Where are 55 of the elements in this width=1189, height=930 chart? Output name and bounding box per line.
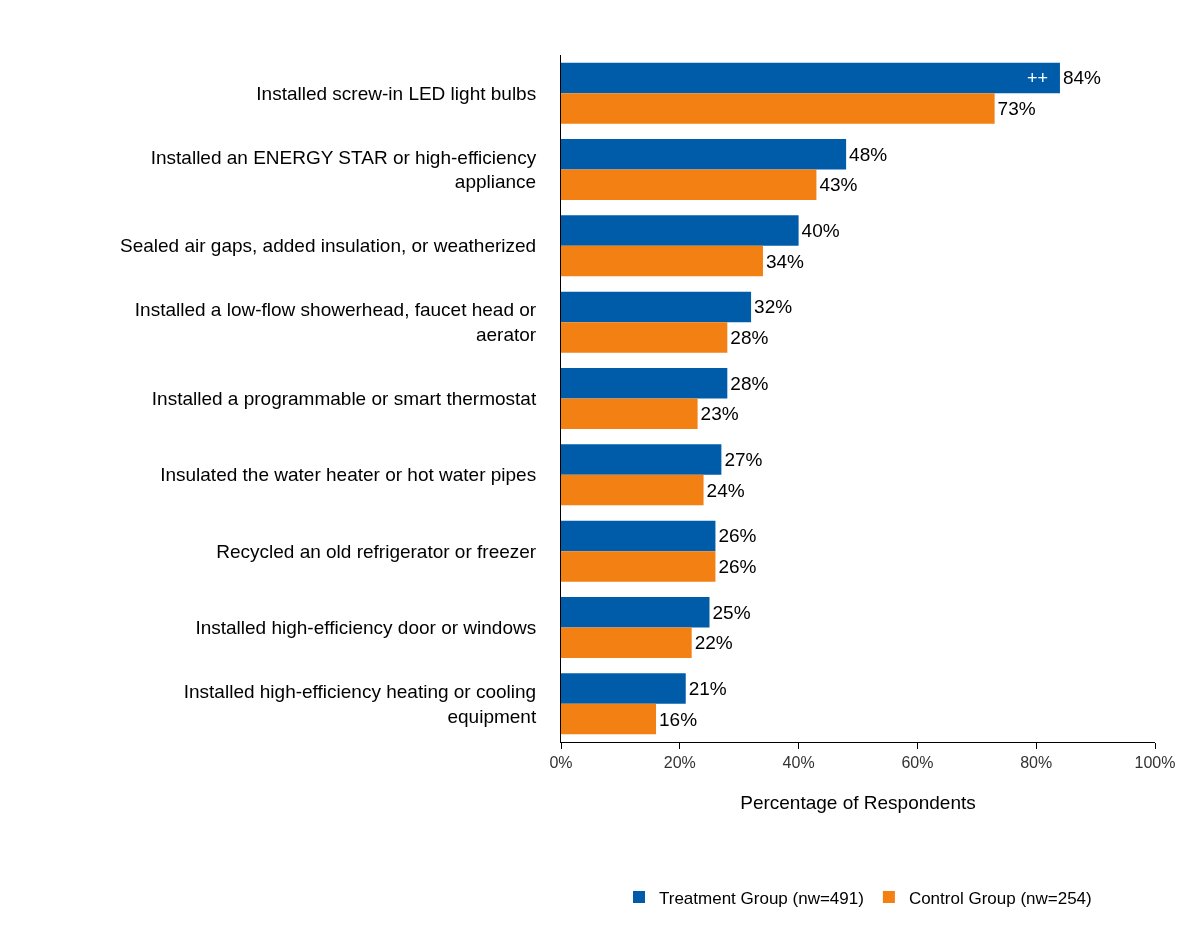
annotation: ++ bbox=[1027, 68, 1049, 88]
data-label: 28% bbox=[730, 372, 769, 394]
bar bbox=[561, 627, 692, 659]
y-tick-label: Installed an ENERGY STAR or high-efficiency appliance bbox=[150, 146, 537, 193]
data-label: 27% bbox=[724, 449, 763, 471]
x-tick-label: 40% bbox=[782, 754, 815, 772]
bar bbox=[561, 291, 752, 323]
bar bbox=[561, 138, 847, 170]
bar bbox=[561, 444, 722, 475]
bar bbox=[561, 551, 716, 582]
bar bbox=[561, 596, 710, 628]
bar bbox=[561, 169, 817, 201]
data-label: 26% bbox=[718, 525, 757, 547]
data-label: 25% bbox=[712, 601, 751, 623]
y-tick-label: Installed a programmable or smart thermostat bbox=[151, 388, 537, 410]
legend-label: Control Group (nw=254) bbox=[908, 888, 1092, 908]
bar bbox=[561, 215, 799, 246]
legend-label: Treatment Group (nw=491) bbox=[659, 888, 864, 908]
y-tick-label: Installed high-efficiency door or windows bbox=[195, 617, 537, 639]
x-tick-label: 80% bbox=[1020, 754, 1053, 772]
data-label: 22% bbox=[694, 632, 733, 654]
bar bbox=[561, 398, 698, 430]
x-axis-title: Percentage of Respondents bbox=[740, 792, 976, 813]
bar bbox=[561, 474, 704, 506]
y-tick-label: Installed a low-flow showerhead, faucet head or aerator bbox=[134, 299, 537, 346]
data-label: 23% bbox=[700, 403, 739, 425]
bar bbox=[561, 93, 995, 124]
x-tick-label: 100% bbox=[1134, 754, 1176, 772]
data-label: 43% bbox=[819, 174, 858, 196]
data-label: 28% bbox=[730, 326, 769, 348]
y-tick-label: Recycled an old refrigerator or freezer bbox=[216, 540, 537, 562]
data-label: 84% bbox=[1062, 67, 1102, 89]
bar bbox=[561, 673, 686, 704]
data-label: 40% bbox=[801, 220, 840, 242]
y-tick-label: Installed high-efficiency heating or cooling equipment bbox=[183, 681, 537, 727]
data-label: 24% bbox=[706, 479, 745, 501]
y-tick-label: Installed screw-in LED light bulbs bbox=[256, 82, 537, 104]
bar bbox=[561, 62, 1060, 94]
bar bbox=[561, 245, 763, 277]
bar bbox=[561, 322, 728, 353]
data-label: 32% bbox=[754, 296, 793, 318]
data-label: 16% bbox=[659, 708, 698, 730]
y-tick-label: Sealed air gaps, added insulation, or weatherized bbox=[120, 235, 537, 257]
y-tick-label: Insulated the water heater or hot water pipes bbox=[160, 464, 537, 486]
x-tick-label: 0% bbox=[549, 754, 573, 772]
data-label: 26% bbox=[718, 555, 757, 577]
bar bbox=[561, 520, 716, 552]
data-label: 48% bbox=[849, 143, 888, 165]
bar bbox=[561, 703, 657, 735]
data-label: 73% bbox=[997, 97, 1036, 119]
data-label: 21% bbox=[688, 678, 727, 700]
x-tick-label: 60% bbox=[901, 754, 934, 772]
bar bbox=[561, 367, 728, 399]
data-label: 34% bbox=[765, 250, 805, 272]
x-tick-label: 20% bbox=[663, 754, 696, 772]
